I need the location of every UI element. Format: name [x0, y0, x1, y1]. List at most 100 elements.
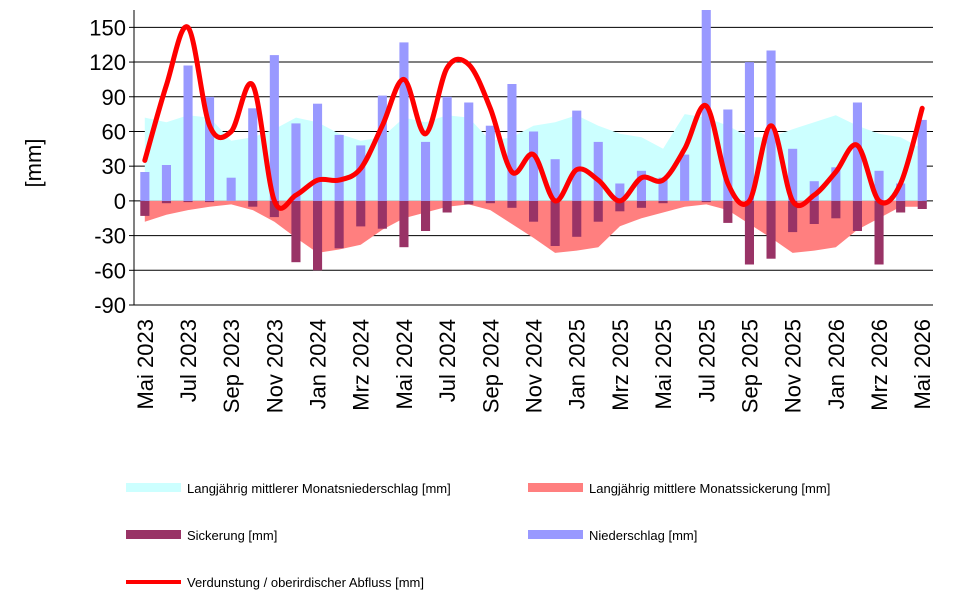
- bar-series-2: [615, 200, 625, 212]
- bar-series-2: [550, 200, 560, 246]
- y-axis-label: [mm]: [21, 139, 46, 188]
- bar-series-3: [529, 131, 539, 201]
- legend-swatch: [528, 483, 583, 492]
- bar-series-2: [852, 200, 862, 231]
- bar-series-3: [377, 95, 387, 201]
- bar-series-2: [766, 200, 776, 259]
- bar-series-3: [205, 96, 215, 201]
- bar-series-3: [831, 167, 841, 201]
- y-tick-label: -60: [94, 258, 126, 283]
- bar-series-3: [183, 65, 193, 201]
- bar-series-3: [852, 102, 862, 201]
- bar-series-3: [399, 42, 409, 201]
- legend-swatch: [528, 530, 583, 539]
- bar-series-2: [442, 200, 452, 213]
- bar-series-3: [636, 170, 646, 201]
- y-tick-label: 30: [102, 154, 126, 179]
- legend-label: Langjährig mittlerer Monatsniederschlag …: [187, 481, 451, 496]
- y-tick-labels: -90 -60 -30 0 30 60 90 120 150: [89, 15, 126, 318]
- bar-series-3: [593, 141, 603, 201]
- bar-series-2: [183, 200, 193, 203]
- bar-series-2: [334, 200, 344, 249]
- x-tick-label: Sep 2024: [478, 319, 503, 413]
- legend-label: Sickerung [mm]: [187, 528, 277, 543]
- axes: [129, 10, 135, 306]
- y-tick-label: 150: [89, 15, 126, 40]
- bar-series-2: [723, 200, 733, 223]
- line-layer: [142, 24, 925, 211]
- bar-series-3: [313, 103, 323, 201]
- bar-series-3: [917, 119, 927, 201]
- bar-series-2: [788, 200, 798, 233]
- bar-series-2: [399, 200, 409, 248]
- legend-label: Verdunstung / oberirdischer Abfluss [mm]: [187, 575, 424, 590]
- x-tick-label: Mrz 2025: [608, 319, 633, 411]
- x-tick-label: Mai 2024: [392, 319, 417, 410]
- bar-series-3: [421, 141, 431, 201]
- y-tick-label: 120: [89, 50, 126, 75]
- bar-series-3: [680, 154, 690, 201]
- bar-series-3: [485, 125, 495, 201]
- x-tick-label: Nov 2025: [781, 319, 806, 413]
- y-tick-label: 90: [102, 85, 126, 110]
- x-tick-label: Jul 2023: [176, 319, 201, 402]
- legend-swatch: [126, 530, 181, 539]
- bar-series-2: [140, 200, 150, 216]
- bar-series-2: [269, 200, 279, 218]
- bar-series-3: [161, 165, 171, 201]
- bar-series-2: [421, 200, 431, 231]
- bar-series-2: [658, 200, 668, 204]
- legend: Langjährig mittlerer Monatsniederschlag …: [126, 481, 830, 590]
- x-tick-label: Sep 2023: [219, 319, 244, 413]
- legend-swatch: [126, 483, 181, 492]
- line-series: [142, 24, 925, 211]
- bar-series-2: [291, 200, 301, 263]
- bar-series-3: [140, 172, 150, 201]
- bar-series-3: [507, 84, 517, 201]
- bar-series-3: [442, 96, 452, 201]
- x-tick-label: Nov 2023: [262, 319, 287, 413]
- x-tick-label: Mai 2026: [910, 319, 935, 410]
- bar-series-3: [248, 108, 258, 201]
- x-tick-labels: Mai 2023 Jul 2023 Sep 2023 Nov 2023 Jan 2024…: [133, 319, 935, 413]
- bar-series-3: [464, 102, 474, 201]
- bar-series-3: [874, 170, 884, 201]
- x-tick-label: Jul 2024: [435, 319, 460, 402]
- x-tick-label: Jan 2026: [824, 319, 849, 410]
- bar-series-3: [744, 62, 754, 201]
- x-tick-label: Mai 2025: [651, 319, 676, 410]
- y-tick-label: -90: [94, 293, 126, 318]
- bar-series-2: [701, 200, 711, 203]
- bar-series-3: [550, 159, 560, 201]
- x-tick-label: Mai 2023: [133, 319, 158, 410]
- bar-series-2: [464, 200, 474, 205]
- bar-series-3: [572, 110, 582, 201]
- x-tick-label: Nov 2024: [522, 319, 547, 413]
- bar-series-2: [744, 200, 754, 265]
- bar-series-2: [485, 200, 495, 204]
- bar-series-2: [917, 200, 927, 209]
- bar-series-2: [377, 200, 387, 229]
- bar-series-2: [313, 200, 323, 271]
- bar-series-2: [593, 200, 603, 222]
- bar-series-3: [658, 177, 668, 201]
- bar-series-3: [356, 145, 366, 201]
- bar-series-2: [572, 200, 582, 237]
- bar-series-3: [788, 148, 798, 201]
- x-tick-label: Mrz 2024: [349, 319, 374, 411]
- bar-series-2: [248, 200, 258, 207]
- bar-series-3: [334, 134, 344, 201]
- legend-label: Niederschlag [mm]: [589, 528, 697, 543]
- bar-series-3: [615, 183, 625, 201]
- x-tick-label: Mrz 2026: [867, 319, 892, 411]
- bar-series-2: [529, 200, 539, 222]
- bar-series-2: [356, 200, 366, 227]
- bar-series-3: [226, 177, 236, 201]
- bar-series-3: [896, 183, 906, 201]
- bar-series-2: [507, 200, 517, 208]
- bar-series-2: [831, 200, 841, 219]
- bar-series-2: [874, 200, 884, 265]
- bar-series-3: [809, 181, 819, 201]
- y-tick-label: 60: [102, 119, 126, 144]
